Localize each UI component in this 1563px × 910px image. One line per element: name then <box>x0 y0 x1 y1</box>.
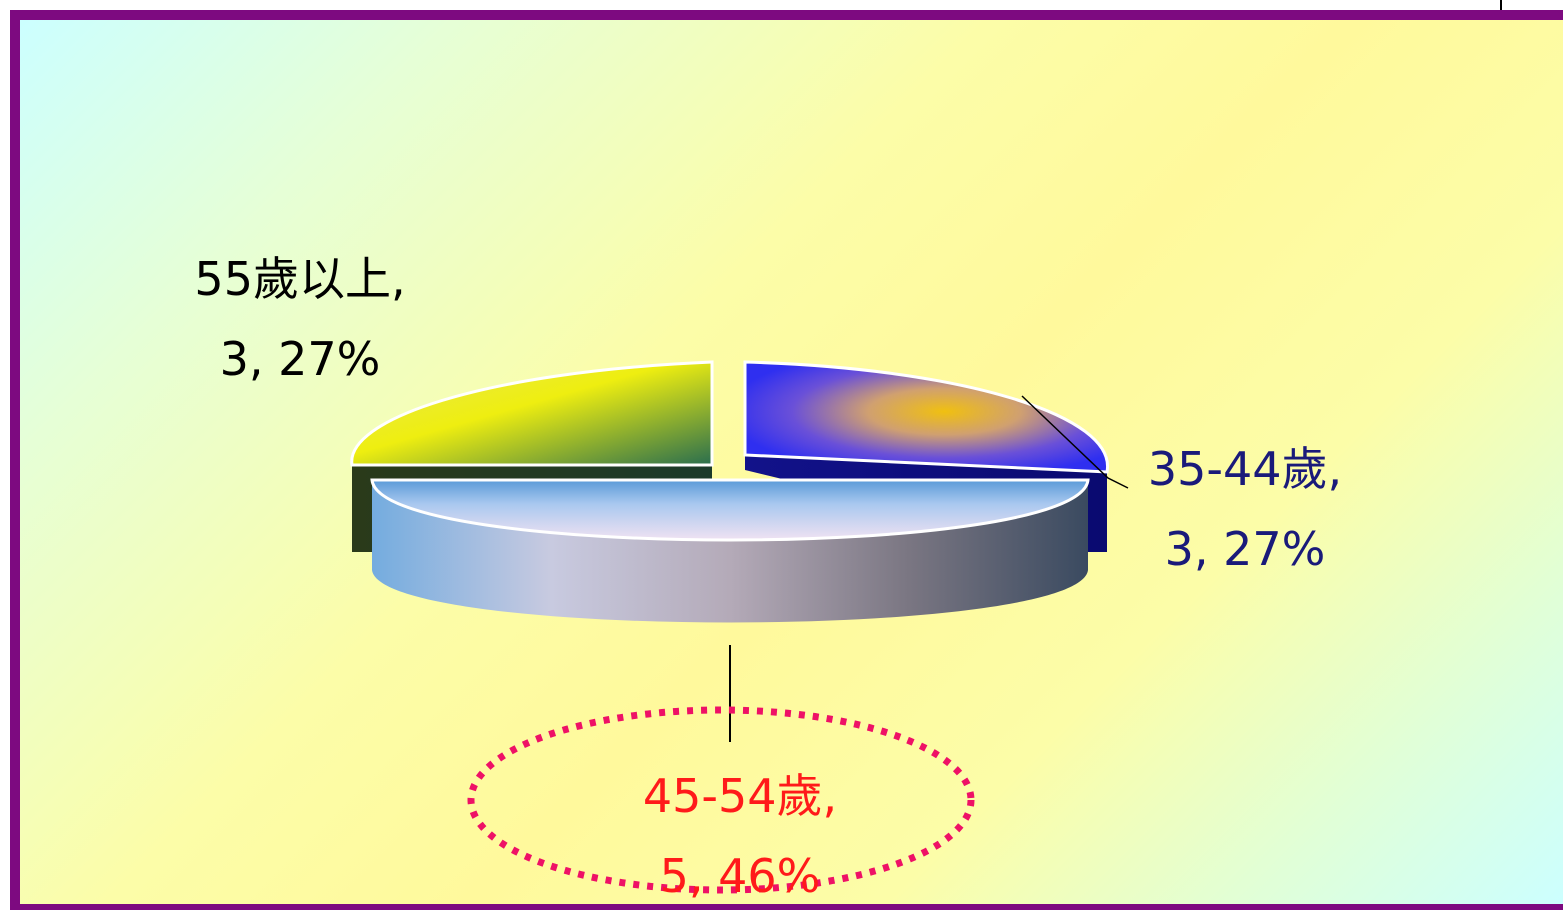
leader-line-35-44 <box>1021 395 1129 489</box>
label-55-plus-line2: 3, 27% <box>220 332 381 386</box>
label-35-44-line1: 35-44歲, <box>1148 442 1342 496</box>
label-45-54-line2: 5, 46% <box>660 849 821 903</box>
label-55-plus-line1: 55歲以上, <box>194 252 405 306</box>
label-35-44-line2: 3, 27% <box>1165 522 1326 576</box>
slice-55-plus <box>350 360 714 467</box>
label-45-54-line1: 45-54歲, <box>643 769 837 823</box>
corner-tick <box>1500 0 1502 10</box>
slice-side-45-54 <box>372 480 1088 623</box>
slice-45-54 <box>370 478 1090 542</box>
highlight-ellipse <box>467 706 975 894</box>
slice-35-44 <box>743 360 1109 474</box>
